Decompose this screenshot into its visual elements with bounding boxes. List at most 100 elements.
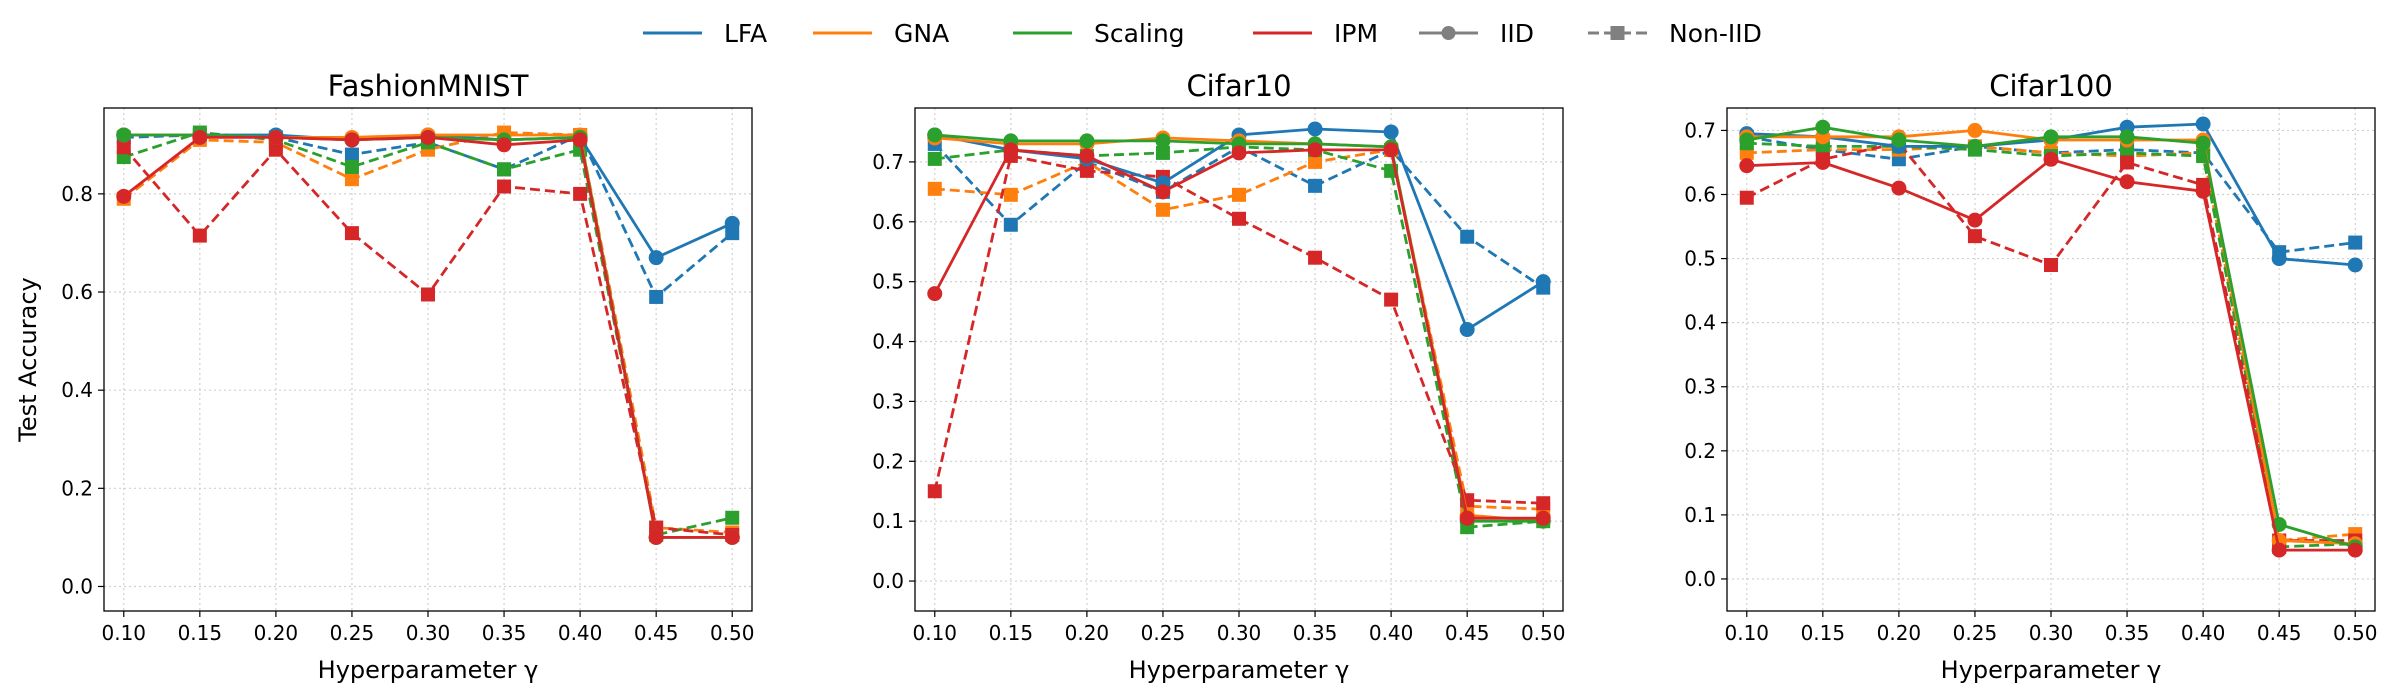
legend-label-non-iid: Non-IID <box>1669 19 1762 48</box>
x-tick-label-3: 0.25 <box>1953 621 1998 645</box>
series-lfa-iid-point-6 <box>1383 124 1399 140</box>
legend-label-ipm: IPM <box>1334 19 1378 48</box>
series-scaling-non-iid-point-0 <box>927 151 942 166</box>
series-ipm-iid-point-2 <box>268 129 284 145</box>
series-ipm-iid-point-7 <box>648 529 664 545</box>
series-scaling-iid-point-0 <box>116 127 132 143</box>
legend-label-scaling: Scaling <box>1094 19 1185 48</box>
series-ipm-iid-point-6 <box>572 132 588 148</box>
series-lfa-iid-point-8 <box>724 215 740 231</box>
y-tick-label-0: 0.0 <box>1684 567 1716 591</box>
series-ipm-iid <box>116 129 740 545</box>
series-ipm-iid-point-7 <box>1459 510 1475 526</box>
series-gna-non-iid-point-5 <box>1308 154 1323 169</box>
series-ipm-non-iid-point-4 <box>1232 211 1246 226</box>
series-lfa-non-iid-point-1 <box>1003 217 1018 232</box>
series-scaling-non-iid-point-8 <box>725 510 740 525</box>
legend-item-lfa: LFA <box>643 19 767 48</box>
series-ipm-iid <box>927 142 1551 526</box>
series-ipm-iid-point-6 <box>1383 142 1399 158</box>
panel-title-cifar100: Cifar100 <box>1989 69 2113 103</box>
series-ipm-iid-point-4 <box>1231 145 1247 161</box>
series-gna-iid-point-3 <box>1967 122 1983 138</box>
panel-fashionmnist: 0.10 0.15 0.20 0.25 0.30 0.35 0.40 0.45 0.500.00… <box>14 69 754 684</box>
chart-panels: 0.10 0.15 0.20 0.25 0.30 0.35 0.40 0.45 0.500.00… <box>14 69 2377 684</box>
series-scaling-iid-point-0 <box>1739 132 1755 148</box>
legend-item-scaling: Scaling <box>1013 19 1185 48</box>
y-ticks-cifar10: 0.0 0.1 0.2 0.3 0.4 0.5 0.6 0.7 <box>872 150 915 593</box>
series-lfa-iid-point-7 <box>648 250 664 266</box>
panel-title-fashionmnist: FashionMNIST <box>328 69 529 103</box>
legend-marker-non-iid <box>1610 26 1625 40</box>
y-tick-label-7: 0.7 <box>872 150 904 174</box>
y-tick-label-6: 0.6 <box>1684 183 1716 207</box>
y-tick-label-3: 0.3 <box>1684 375 1716 399</box>
x-tick-label-1: 0.15 <box>1801 621 1846 645</box>
series-lfa-iid-point-5 <box>1307 121 1323 137</box>
y-tick-label-0: 0.0 <box>872 569 904 593</box>
series-ipm-iid-point-8 <box>724 529 740 545</box>
x-tick-label-7: 0.45 <box>634 621 679 645</box>
series-ipm-non-iid-point-4 <box>2044 257 2058 272</box>
series-lfa-iid-point-6 <box>2195 116 2211 132</box>
y-tick-label-2: 0.2 <box>1684 439 1716 463</box>
x-tick-label-0: 0.10 <box>102 621 147 645</box>
series-ipm-non-iid-point-0 <box>1739 190 1754 205</box>
y-tick-label-1: 0.1 <box>872 509 904 533</box>
panel-title-cifar10: Cifar10 <box>1186 69 1291 103</box>
x-tick-label-7: 0.45 <box>1445 621 1490 645</box>
series-ipm-non-iid-line <box>933 154 1544 505</box>
series-scaling-iid-point-2 <box>1079 133 1095 149</box>
x-tick-label-7: 0.45 <box>2257 621 2302 645</box>
series-ipm-non-iid-point-0 <box>927 484 942 499</box>
x-tick-label-6: 0.40 <box>558 621 603 645</box>
y-ticks-cifar100: 0.0 0.1 0.2 0.3 0.4 0.5 0.6 0.7 <box>1684 118 1727 591</box>
series-ipm-non-iid-point-5 <box>2120 155 2135 170</box>
x-tick-label-3: 0.25 <box>330 621 375 645</box>
x-tick-label-5: 0.35 <box>1293 621 1338 645</box>
series-group-fashionmnist <box>116 125 740 545</box>
x-tick-label-5: 0.35 <box>482 621 527 645</box>
series-scaling-iid-point-1 <box>1815 119 1831 135</box>
series-ipm-iid <box>1739 151 2363 558</box>
series-ipm-non-iid-point-4 <box>421 287 435 302</box>
series-ipm-iid-point-4 <box>420 129 436 145</box>
series-ipm-non-iid-point-1 <box>192 228 207 243</box>
x-axis-label-fashionmnist: Hyperparameter γ <box>318 656 539 684</box>
series-ipm-iid-point-0 <box>1739 158 1755 174</box>
series-group-cifar10 <box>927 121 1551 535</box>
series-lfa-non-iid-point-5 <box>1308 178 1323 193</box>
legend: LFA GNA Scaling IPM IID Non-IID <box>643 19 1762 48</box>
series-ipm-iid-point-3 <box>1155 184 1171 200</box>
series-scaling-iid-point-3 <box>1967 138 1983 154</box>
series-ipm-non-iid-point-5 <box>497 179 512 194</box>
series-lfa-iid-point-7 <box>1459 322 1475 338</box>
legend-marker-iid <box>1441 26 1456 40</box>
y-tick-label-5: 0.5 <box>872 270 904 294</box>
x-tick-label-2: 0.20 <box>254 621 299 645</box>
legend-item-iid: IID <box>1419 19 1534 48</box>
series-scaling-non-iid-point-3 <box>1155 145 1170 160</box>
series-ipm-non-iid-point-2 <box>1079 163 1094 178</box>
panel-cifar10: 0.10 0.15 0.20 0.25 0.30 0.35 0.40 0.45 0.500.00… <box>872 69 1565 684</box>
series-lfa-non-iid-point-8 <box>2348 235 2363 250</box>
x-ticks-fashionmnist: 0.10 0.15 0.20 0.25 0.30 0.35 0.40 0.45 0.50 <box>102 611 754 645</box>
series-group-cifar100 <box>1739 116 2363 558</box>
panel-cifar100: 0.10 0.15 0.20 0.25 0.30 0.35 0.40 0.45 0.500.00… <box>1684 69 2377 684</box>
series-ipm-iid-point-3 <box>344 132 360 148</box>
series-ipm-iid-point-2 <box>1891 180 1907 196</box>
y-tick-label-1: 0.1 <box>1684 503 1716 527</box>
x-tick-label-0: 0.10 <box>913 621 958 645</box>
series-ipm-iid-point-1 <box>1815 154 1831 170</box>
series-ipm-non-iid-point-3 <box>344 226 359 241</box>
series-ipm-iid-point-1 <box>192 129 208 145</box>
series-ipm-iid-point-8 <box>1535 510 1551 526</box>
x-tick-label-1: 0.15 <box>989 621 1034 645</box>
x-ticks-cifar100: 0.10 0.15 0.20 0.25 0.30 0.35 0.40 0.45 0.50 <box>1725 611 2377 645</box>
series-ipm-iid-point-5 <box>1307 142 1323 158</box>
series-ipm-iid-point-4 <box>2043 151 2059 167</box>
legend-item-non-iid: Non-IID <box>1588 19 1762 48</box>
x-tick-label-4: 0.30 <box>1217 621 1262 645</box>
x-tick-label-6: 0.40 <box>2181 621 2226 645</box>
y-tick-label-4: 0.4 <box>1684 311 1716 335</box>
